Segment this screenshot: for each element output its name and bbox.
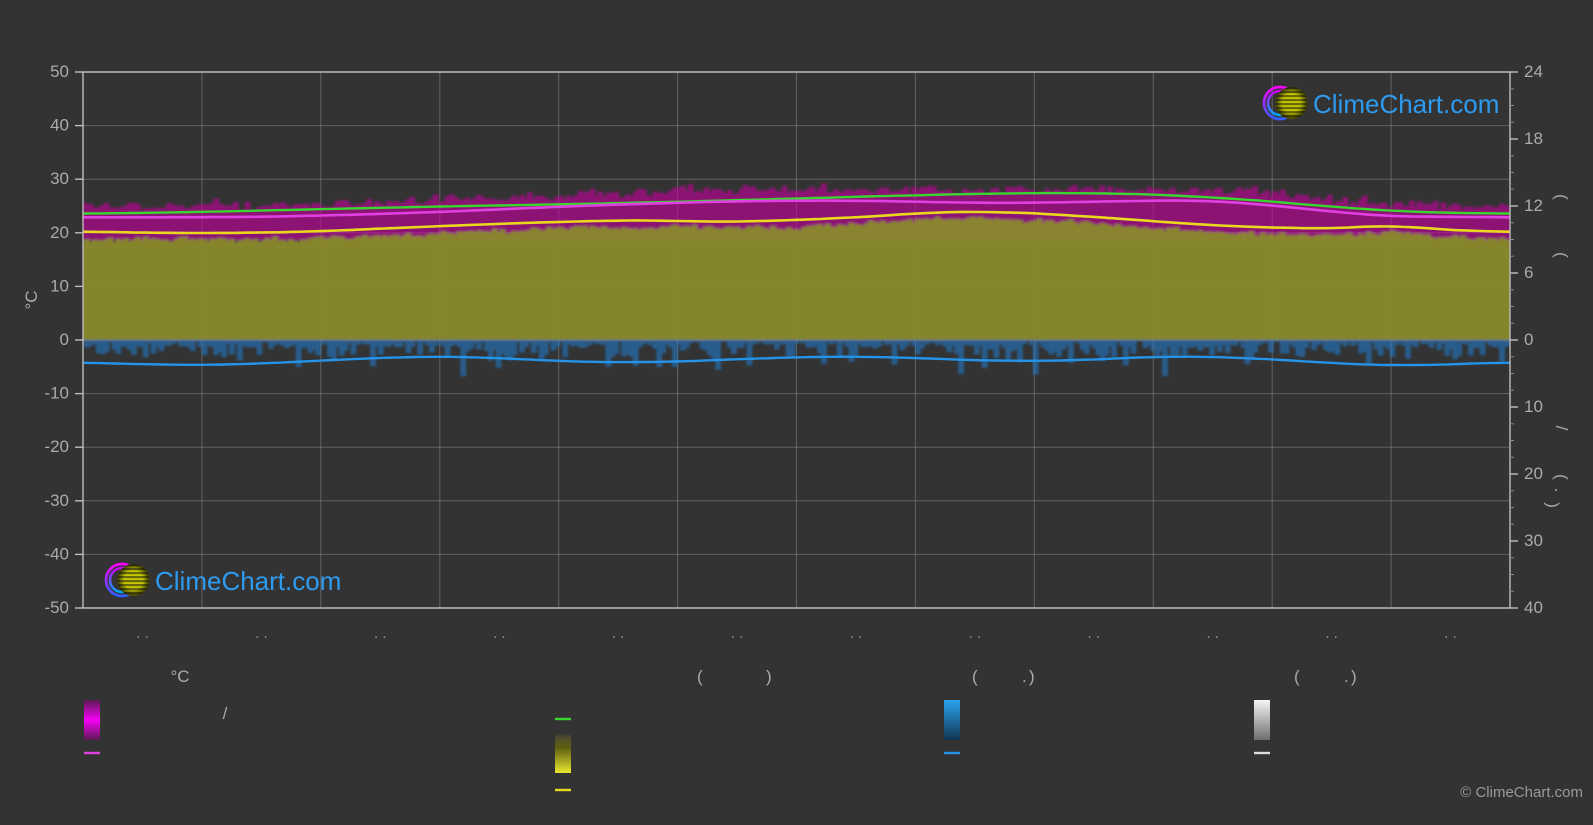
svg-text:0: 0 (60, 330, 69, 349)
svg-text:. .: . . (1088, 625, 1101, 642)
svg-text:. .: . . (731, 625, 744, 642)
svg-text:): ) (766, 667, 772, 686)
svg-text:6: 6 (1524, 263, 1533, 282)
svg-text:. .: . . (255, 625, 268, 642)
svg-text:°C: °C (170, 667, 189, 686)
svg-text:): ) (1029, 667, 1035, 686)
svg-text:10: 10 (1524, 397, 1543, 416)
svg-text:. .: . . (612, 625, 625, 642)
svg-text:. .: . . (1325, 625, 1338, 642)
svg-text:. .: . . (493, 625, 506, 642)
svg-text:. .: . . (1444, 625, 1457, 642)
svg-text:°C: °C (22, 290, 41, 309)
svg-text:.: . (1344, 667, 1349, 686)
svg-text:(: ( (697, 667, 703, 686)
svg-text:-50: -50 (44, 598, 69, 617)
svg-text:-40: -40 (44, 544, 69, 563)
svg-text:ClimeChart.com: ClimeChart.com (155, 566, 341, 596)
svg-text:. .: . . (969, 625, 982, 642)
svg-text:40: 40 (50, 116, 69, 135)
svg-text:-10: -10 (44, 384, 69, 403)
svg-text:© ClimeChart.com: © ClimeChart.com (1460, 784, 1583, 801)
svg-text:/: / (1552, 426, 1571, 431)
svg-text:/: / (223, 704, 228, 723)
svg-text:ClimeChart.com: ClimeChart.com (1313, 89, 1499, 119)
svg-text:): ) (1351, 667, 1357, 686)
svg-text:30: 30 (50, 169, 69, 188)
svg-text:50: 50 (50, 62, 69, 81)
svg-text:10: 10 (50, 276, 69, 295)
svg-text:40: 40 (1524, 598, 1543, 617)
svg-text:(: ( (1294, 667, 1300, 686)
svg-text:20: 20 (50, 223, 69, 242)
svg-text:. .: . . (136, 625, 149, 642)
svg-text:.: . (1554, 476, 1559, 495)
svg-text:24: 24 (1524, 62, 1543, 81)
svg-text:(: ( (1552, 252, 1571, 258)
svg-text:(: ( (1552, 194, 1571, 200)
svg-text:12: 12 (1524, 196, 1543, 215)
svg-text:. .: . . (374, 625, 387, 642)
svg-text:. .: . . (1206, 625, 1219, 642)
svg-text:.: . (1022, 667, 1027, 686)
svg-text:18: 18 (1524, 129, 1543, 148)
svg-text:-30: -30 (44, 491, 69, 510)
svg-text:. .: . . (850, 625, 863, 642)
svg-text:0: 0 (1524, 330, 1533, 349)
svg-text:(: ( (1541, 502, 1560, 508)
svg-text:20: 20 (1524, 464, 1543, 483)
svg-text:-20: -20 (44, 437, 69, 456)
svg-text:(: ( (972, 667, 978, 686)
svg-text:30: 30 (1524, 531, 1543, 550)
